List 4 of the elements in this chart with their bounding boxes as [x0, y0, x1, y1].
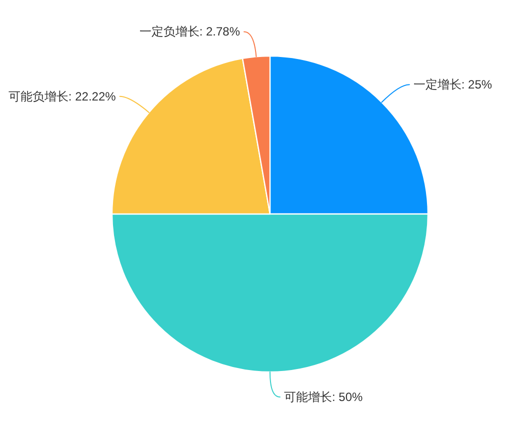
- slice-label: 一定增长: 25%: [413, 78, 492, 92]
- slice-label: 可能增长: 50%: [284, 390, 364, 404]
- slice-label: 一定负增长: 2.78%: [139, 24, 240, 39]
- slice-label: 可能负增长: 22.22%: [8, 89, 116, 104]
